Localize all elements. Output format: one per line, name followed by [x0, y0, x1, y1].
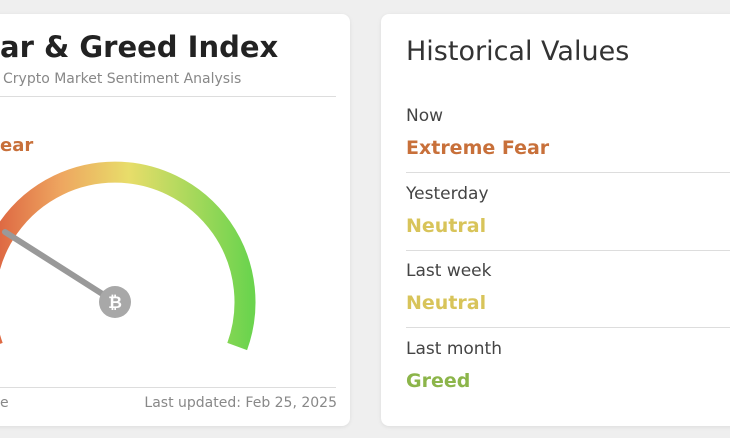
card-title: ar & Greed Index: [0, 30, 279, 64]
last-updated: Last updated: Feb 25, 2025: [144, 395, 337, 411]
gauge-card: ar & Greed Index Crypto Market Sentiment…: [0, 14, 350, 426]
row-label: Yesterday: [406, 183, 489, 204]
row-value: Greed: [406, 369, 471, 392]
status-label: ear: [0, 135, 34, 156]
divider: [406, 327, 730, 328]
bitcoin-symbol: ₿: [108, 293, 122, 313]
row-value: Neutral: [406, 214, 487, 237]
divider: [0, 387, 336, 388]
gauge: ₿: [0, 161, 256, 351]
footer-text: e: [0, 395, 9, 411]
card-title: Historical Values: [406, 36, 630, 67]
divider: [0, 96, 336, 97]
row-value: Neutral: [406, 292, 487, 314]
gauge-arc: [0, 161, 256, 351]
divider: [406, 249, 730, 251]
card-subtitle: Crypto Market Sentiment Analysis: [3, 71, 242, 87]
divider: [406, 172, 730, 173]
row-label: Last month: [406, 338, 502, 359]
row-value: Extreme Fear: [406, 137, 550, 159]
row-label: Last week: [406, 261, 492, 281]
needle: [2, 229, 118, 305]
bitcoin-icon: [99, 286, 131, 318]
row-label: Now: [406, 106, 444, 126]
history-card: Historical Values Now Extreme Fear Yesterd…: [381, 14, 730, 426]
